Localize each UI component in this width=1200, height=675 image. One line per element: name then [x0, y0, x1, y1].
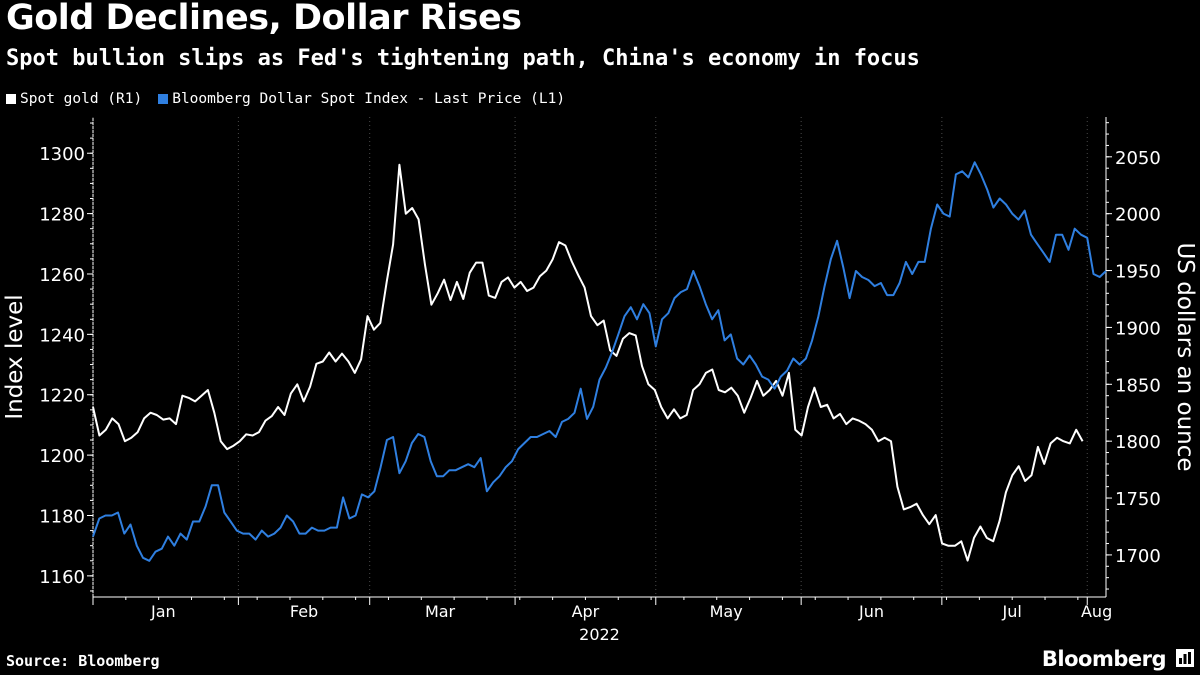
- x-axis-label: 2022: [579, 625, 620, 644]
- left-tick-label: 1160: [39, 567, 85, 588]
- chart-subtitle: Spot bullion slips as Fed's tightening p…: [6, 46, 920, 71]
- x-tick-label-jun: Jun: [858, 602, 884, 621]
- right-tick-label: 1950: [1115, 262, 1161, 283]
- left-axis-title: Index level: [2, 294, 28, 419]
- series-line-spot-gold: [92, 163, 1084, 562]
- x-tick-label-jul: Jul: [1002, 602, 1022, 621]
- right-tick-label: 1850: [1115, 375, 1161, 396]
- source-note: Source: Bloomberg: [6, 652, 160, 670]
- x-tick-label-feb: Feb: [290, 602, 318, 621]
- left-tick-label: 1240: [39, 325, 85, 346]
- x-tick-label-apr: Apr: [572, 602, 600, 621]
- right-tick-label: 2000: [1115, 205, 1161, 226]
- legend-label-gold: Spot gold (R1): [20, 91, 143, 107]
- legend: Spot gold (R1) Bloomberg Dollar Spot Ind…: [6, 91, 565, 107]
- right-axis-title: US dollars an ounce: [1172, 242, 1198, 471]
- legend-swatch-gold: [6, 94, 16, 104]
- bloomberg-logo-icon: [1176, 649, 1194, 667]
- brand-logo-text: Bloomberg: [1041, 647, 1167, 671]
- legend-swatch-dollar: [158, 94, 169, 104]
- legend-item-dollar: Bloomberg Dollar Spot Index - Last Price…: [158, 91, 565, 107]
- left-tick-label: 1300: [39, 144, 85, 165]
- right-tick-label: 1800: [1115, 432, 1161, 453]
- x-tick-label-mar: Mar: [425, 602, 456, 621]
- left-tick-label: 1180: [39, 506, 85, 527]
- right-tick-label: 1700: [1115, 546, 1161, 567]
- right-tick-label: 1900: [1115, 318, 1161, 339]
- chart-title: Gold Declines, Dollar Rises: [6, 0, 522, 38]
- x-tick-label-aug: Aug: [1081, 602, 1112, 621]
- left-tick-label: 1280: [39, 205, 85, 226]
- legend-label-dollar: Bloomberg Dollar Spot Index - Last Price…: [172, 91, 566, 107]
- legend-item-gold: Spot gold (R1): [6, 91, 142, 107]
- x-tick-label-jan: Jan: [150, 602, 176, 621]
- left-tick-label: 1260: [39, 265, 85, 286]
- right-tick-label: 1750: [1115, 489, 1161, 510]
- x-tick-label-may: May: [710, 602, 743, 621]
- left-tick-label: 1200: [39, 446, 85, 467]
- left-tick-label: 1220: [39, 386, 85, 407]
- series-line-dollar-index: [92, 161, 1107, 562]
- right-tick-label: 2050: [1115, 148, 1161, 169]
